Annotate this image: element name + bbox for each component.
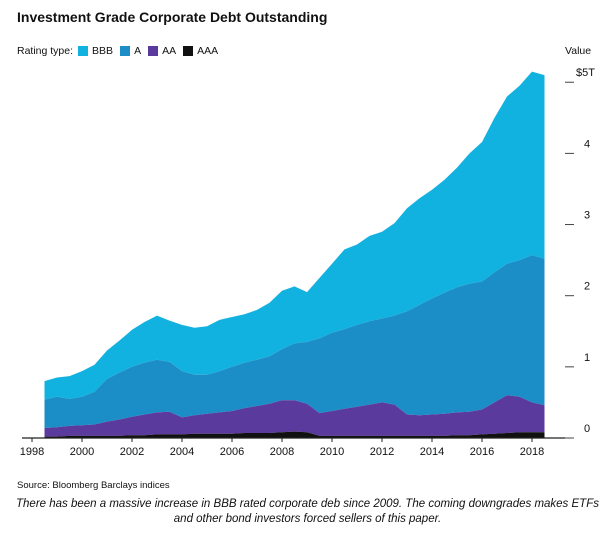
legend-text-aaa: AAA (197, 45, 219, 57)
x-tick-label: 2016 (470, 446, 494, 458)
x-tick-label: 2012 (370, 446, 394, 458)
x-tick-label: 2004 (170, 446, 194, 458)
x-tick-label: 2018 (520, 446, 544, 458)
x-tick-label: 2014 (420, 446, 444, 458)
legend-text-bbb: BBB (92, 45, 114, 57)
legend-swatch-aaa (183, 46, 194, 56)
x-tick-label: 1998 (20, 446, 44, 458)
legend-swatch-a (120, 46, 131, 56)
legend: Rating type: BBB A AA AAA (17, 45, 225, 57)
caption: There has been a massive increase in BBB… (16, 498, 599, 525)
y-axis-header: Value (565, 45, 592, 57)
legend-item-bbb: BBB (78, 45, 113, 57)
legend-item-aa: AA (148, 45, 176, 57)
chart-title: Investment Grade Corporate Debt Outstand… (17, 9, 328, 25)
x-axis: 1998 2000 2002 2004 2006 2008 2010 2012 2014 2016… (20, 437, 565, 458)
y-tick-label: 0 (584, 423, 590, 435)
y-tick-label: 4 (584, 138, 590, 150)
legend-item-a: A (120, 45, 141, 57)
y-tick-label: 2 (584, 281, 590, 293)
area-a (44, 255, 545, 428)
y-axis: 0 1 2 3 4 $5T (565, 67, 595, 439)
x-tick-label: 2000 (70, 446, 94, 458)
y-tick-label: 1 (584, 352, 590, 364)
series-areas (44, 71, 545, 438)
area-aaa (44, 431, 545, 438)
x-tick-label: 2010 (320, 446, 344, 458)
legend-swatch-aa (148, 46, 159, 56)
legend-item-aaa: AAA (183, 45, 218, 57)
legend-text-aa: AA (162, 45, 177, 57)
area-aa (44, 395, 545, 437)
y-tick-label: 3 (584, 210, 590, 222)
legend-swatch-bbb (78, 46, 89, 56)
x-tick-label: 2006 (220, 446, 244, 458)
x-tick-label: 2008 (270, 446, 294, 458)
area-bbb (44, 71, 545, 400)
x-tick-label: 2002 (120, 446, 144, 458)
stacked-area-chart: 1998 2000 2002 2004 2006 2008 2010 2012 2014 2016… (20, 67, 595, 458)
y-tick-label: $5T (576, 67, 595, 79)
legend-text-a: A (134, 45, 142, 57)
legend-label: Rating type: (17, 45, 74, 57)
source-note: Source: Bloomberg Barclays indices (17, 480, 170, 491)
